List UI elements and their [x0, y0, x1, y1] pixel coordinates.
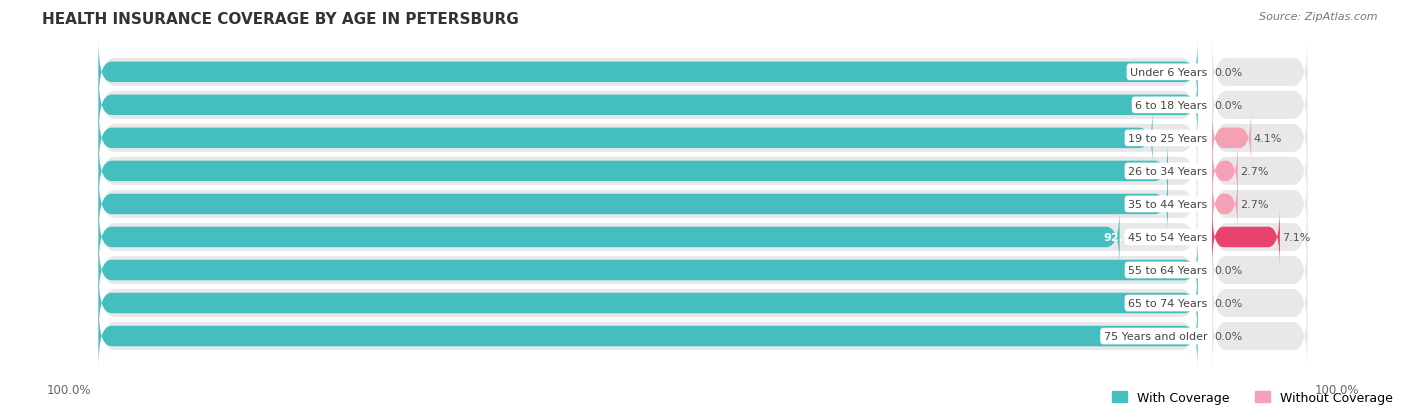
Text: 97.3%: 97.3%: [1152, 199, 1189, 209]
FancyBboxPatch shape: [98, 136, 1198, 207]
Text: 100.0%: 100.0%: [1181, 331, 1227, 341]
Text: HEALTH INSURANCE COVERAGE BY AGE IN PETERSBURG: HEALTH INSURANCE COVERAGE BY AGE IN PETE…: [42, 12, 519, 27]
FancyBboxPatch shape: [98, 268, 1198, 339]
Text: 100.0%: 100.0%: [1181, 101, 1227, 111]
Text: 100.0%: 100.0%: [1181, 265, 1227, 275]
FancyBboxPatch shape: [1212, 235, 1308, 306]
FancyBboxPatch shape: [1212, 208, 1279, 267]
Text: 19 to 25 Years: 19 to 25 Years: [1128, 133, 1208, 144]
FancyBboxPatch shape: [1212, 142, 1237, 201]
Text: 2.7%: 2.7%: [1240, 166, 1268, 176]
FancyBboxPatch shape: [1212, 136, 1308, 207]
Text: 35 to 44 Years: 35 to 44 Years: [1128, 199, 1208, 209]
Text: 0.0%: 0.0%: [1213, 68, 1241, 78]
Text: 0.0%: 0.0%: [1213, 298, 1241, 308]
FancyBboxPatch shape: [98, 202, 1198, 273]
FancyBboxPatch shape: [1212, 202, 1308, 273]
Text: 0.0%: 0.0%: [1213, 101, 1241, 111]
Text: 45 to 54 Years: 45 to 54 Years: [1128, 233, 1208, 242]
Text: 55 to 64 Years: 55 to 64 Years: [1128, 265, 1208, 275]
Text: 0.0%: 0.0%: [1213, 265, 1241, 275]
FancyBboxPatch shape: [1212, 109, 1251, 168]
Text: 7.1%: 7.1%: [1282, 233, 1310, 242]
Text: 97.3%: 97.3%: [1152, 166, 1189, 176]
Text: 0.0%: 0.0%: [1213, 331, 1241, 341]
Text: 4.1%: 4.1%: [1253, 133, 1281, 144]
FancyBboxPatch shape: [98, 43, 1198, 102]
FancyBboxPatch shape: [98, 301, 1198, 372]
FancyBboxPatch shape: [98, 37, 1198, 108]
FancyBboxPatch shape: [98, 169, 1198, 240]
FancyBboxPatch shape: [98, 208, 1119, 267]
Text: 75 Years and older: 75 Years and older: [1104, 331, 1208, 341]
Text: 2.7%: 2.7%: [1240, 199, 1268, 209]
FancyBboxPatch shape: [98, 235, 1198, 306]
Text: 100.0%: 100.0%: [1181, 68, 1227, 78]
FancyBboxPatch shape: [98, 76, 1198, 135]
FancyBboxPatch shape: [98, 142, 1168, 201]
FancyBboxPatch shape: [98, 175, 1168, 234]
Legend: With Coverage, Without Coverage: With Coverage, Without Coverage: [1108, 386, 1398, 409]
Text: 100.0%: 100.0%: [1315, 384, 1360, 396]
FancyBboxPatch shape: [98, 70, 1198, 141]
FancyBboxPatch shape: [1212, 268, 1308, 339]
Text: 95.9%: 95.9%: [1136, 133, 1175, 144]
FancyBboxPatch shape: [98, 274, 1198, 332]
Text: 100.0%: 100.0%: [1181, 298, 1227, 308]
Text: 6 to 18 Years: 6 to 18 Years: [1135, 101, 1208, 111]
Text: Under 6 Years: Under 6 Years: [1130, 68, 1208, 78]
FancyBboxPatch shape: [1212, 169, 1308, 240]
FancyBboxPatch shape: [98, 241, 1198, 300]
FancyBboxPatch shape: [98, 307, 1198, 366]
Text: 65 to 74 Years: 65 to 74 Years: [1128, 298, 1208, 308]
Text: Source: ZipAtlas.com: Source: ZipAtlas.com: [1260, 12, 1378, 22]
FancyBboxPatch shape: [98, 109, 1153, 168]
FancyBboxPatch shape: [1212, 175, 1237, 234]
FancyBboxPatch shape: [1212, 70, 1308, 141]
FancyBboxPatch shape: [98, 103, 1198, 174]
Text: 100.0%: 100.0%: [46, 384, 91, 396]
FancyBboxPatch shape: [1212, 301, 1308, 372]
FancyBboxPatch shape: [1212, 37, 1308, 108]
Text: 92.9%: 92.9%: [1104, 233, 1142, 242]
Text: 26 to 34 Years: 26 to 34 Years: [1128, 166, 1208, 176]
FancyBboxPatch shape: [1212, 103, 1308, 174]
